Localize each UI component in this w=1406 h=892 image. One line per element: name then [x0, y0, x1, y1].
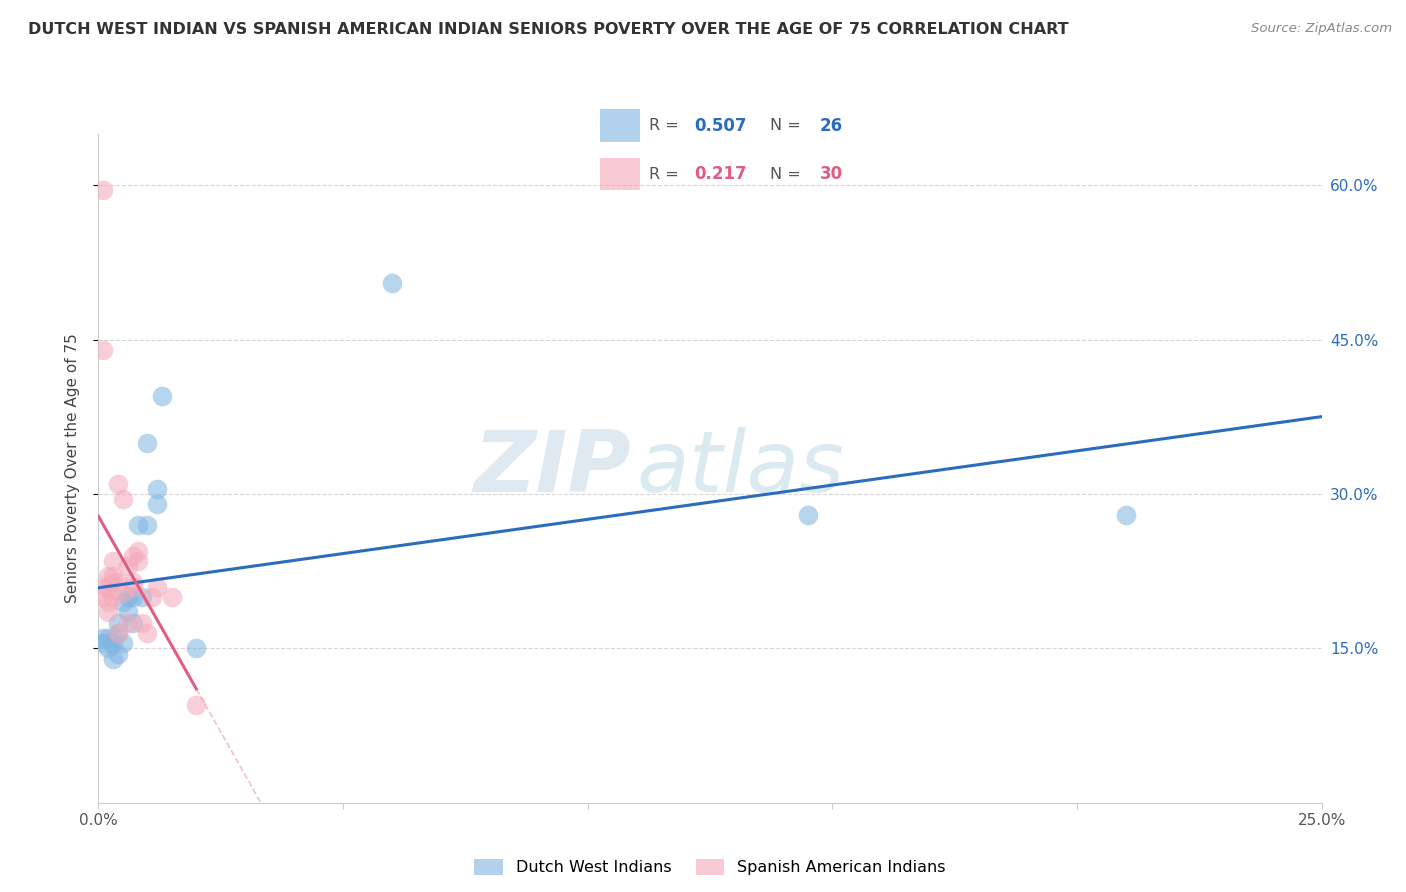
Point: [146, 482, 169, 496]
Point: [121, 549, 143, 563]
Point: [136, 517, 159, 532]
Point: [101, 636, 124, 650]
Point: [91, 580, 114, 594]
Point: [121, 574, 143, 589]
Point: [150, 389, 173, 403]
Point: [107, 476, 129, 491]
Point: [101, 590, 124, 604]
Point: [381, 276, 404, 290]
Point: [146, 580, 169, 594]
Point: [117, 606, 139, 620]
Point: [107, 626, 129, 640]
Point: [136, 626, 159, 640]
Point: [107, 615, 129, 630]
Bar: [600, 110, 640, 142]
Point: [91, 636, 114, 650]
Point: [186, 641, 208, 656]
Text: 0.507: 0.507: [695, 117, 747, 135]
Point: [91, 590, 114, 604]
Point: [117, 615, 139, 630]
Point: [1115, 508, 1137, 522]
Text: DUTCH WEST INDIAN VS SPANISH AMERICAN INDIAN SENIORS POVERTY OVER THE AGE OF 75 : DUTCH WEST INDIAN VS SPANISH AMERICAN IN…: [28, 22, 1069, 37]
Text: ZIP: ZIP: [472, 426, 630, 510]
Point: [97, 580, 120, 594]
Text: N =: N =: [770, 167, 806, 182]
Point: [91, 183, 114, 197]
Point: [111, 584, 134, 599]
Point: [97, 631, 120, 645]
Point: [97, 595, 120, 609]
Point: [131, 615, 153, 630]
Point: [91, 343, 114, 357]
Point: [117, 559, 139, 574]
Point: [97, 606, 120, 620]
Y-axis label: Seniors Poverty Over the Age of 75: Seniors Poverty Over the Age of 75: [65, 334, 80, 603]
Point: [101, 569, 124, 583]
Bar: [600, 158, 640, 190]
Point: [101, 574, 124, 589]
Point: [146, 497, 169, 511]
Point: [121, 580, 143, 594]
Point: [97, 569, 120, 583]
Text: 30: 30: [820, 165, 842, 183]
Point: [101, 651, 124, 665]
Point: [127, 554, 149, 568]
Point: [136, 435, 159, 450]
Point: [127, 517, 149, 532]
Point: [107, 626, 129, 640]
Point: [121, 615, 143, 630]
Legend: Dutch West Indians, Spanish American Indians: Dutch West Indians, Spanish American Ind…: [468, 853, 952, 882]
Point: [107, 647, 129, 661]
Point: [91, 631, 114, 645]
Point: [121, 590, 143, 604]
Point: [101, 554, 124, 568]
Point: [797, 508, 820, 522]
Text: Source: ZipAtlas.com: Source: ZipAtlas.com: [1251, 22, 1392, 36]
Point: [141, 590, 163, 604]
Point: [127, 543, 149, 558]
Point: [117, 590, 139, 604]
Point: [131, 590, 153, 604]
Text: R =: R =: [650, 167, 685, 182]
Point: [111, 595, 134, 609]
Point: [97, 641, 120, 656]
Text: atlas: atlas: [637, 426, 845, 510]
Point: [111, 636, 134, 650]
Point: [186, 698, 208, 712]
Point: [160, 590, 183, 604]
Text: 0.217: 0.217: [695, 165, 747, 183]
Point: [107, 574, 129, 589]
Text: N =: N =: [770, 119, 806, 133]
Text: R =: R =: [650, 119, 685, 133]
Text: 26: 26: [820, 117, 842, 135]
Point: [111, 492, 134, 507]
